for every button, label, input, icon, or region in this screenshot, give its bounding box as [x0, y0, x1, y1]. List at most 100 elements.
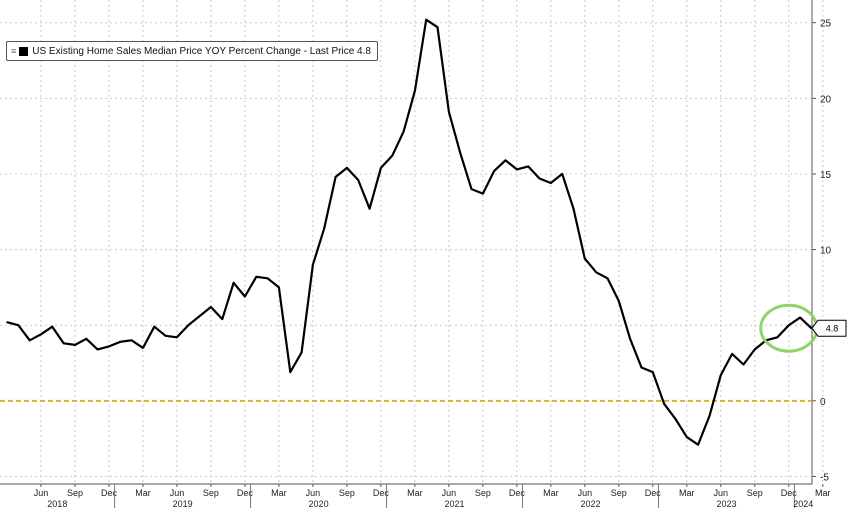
data-point	[17, 324, 20, 326]
data-point	[697, 443, 699, 446]
data-point	[618, 300, 620, 302]
legend: ≡ US Existing Home Sales Median Price YO…	[6, 41, 378, 61]
data-point	[244, 295, 246, 298]
data-point	[323, 227, 326, 230]
y-tick-label: 10	[820, 246, 832, 257]
data-point	[391, 154, 394, 157]
data-point	[6, 321, 8, 323]
legend-handle-icon: ≡	[11, 46, 17, 56]
x-tick-label: Mar	[271, 488, 287, 498]
y-tick-label: 25	[820, 19, 832, 30]
series-line	[6, 18, 813, 446]
grid-lines	[0, 0, 824, 485]
year-label: 2018	[47, 499, 67, 509]
data-point	[470, 188, 473, 190]
data-point	[380, 167, 382, 169]
x-tick-label: Sep	[611, 488, 627, 498]
data-point	[255, 275, 258, 278]
data-point	[232, 282, 235, 284]
data-point	[51, 325, 54, 328]
data-point	[504, 159, 507, 162]
data-point	[266, 277, 269, 280]
data-point	[686, 436, 688, 438]
data-point	[130, 339, 133, 342]
data-point	[448, 111, 450, 113]
year-label: 2022	[580, 499, 600, 509]
data-point	[96, 348, 99, 351]
data-point	[538, 177, 541, 180]
y-tick-label: 0	[820, 397, 826, 408]
last-price-marker: 4.8	[811, 319, 847, 337]
data-point	[357, 179, 360, 181]
x-tick-label: Mar	[407, 488, 423, 498]
x-tick-label: Dec	[645, 488, 662, 498]
data-point	[516, 168, 518, 171]
x-tick-label: Sep	[475, 488, 491, 498]
data-point	[606, 277, 609, 280]
data-point	[414, 89, 416, 92]
x-tick-label: Sep	[203, 488, 219, 498]
data-point	[550, 182, 552, 184]
data-point	[198, 315, 201, 317]
last-price-label: 4.8	[826, 324, 839, 334]
data-point	[119, 341, 122, 343]
data-point	[436, 26, 439, 29]
data-point	[787, 324, 790, 326]
data-point	[561, 173, 563, 175]
data-point	[28, 339, 31, 342]
year-label: 2024	[793, 499, 813, 509]
x-tick-label: Dec	[237, 488, 254, 498]
data-point	[595, 271, 597, 274]
x-axis: Jun Sep Dec Mar Jun Sep Dec Mar Jun Sep Dec Mar Jun S…	[34, 484, 831, 509]
data-point	[300, 351, 303, 354]
data-point	[708, 415, 711, 417]
x-tick-label: Dec	[373, 488, 390, 498]
highlight-ellipse	[759, 303, 819, 353]
y-tick-label: 20	[820, 94, 832, 105]
year-label: 2019	[173, 499, 193, 509]
data-point	[753, 348, 756, 351]
data-point	[663, 403, 665, 405]
data-point	[402, 130, 405, 133]
data-point	[652, 371, 654, 373]
data-point	[346, 167, 348, 169]
data-point	[187, 324, 190, 326]
data-point	[74, 344, 76, 346]
x-tick-label: Sep	[339, 488, 355, 498]
data-point	[799, 316, 801, 319]
x-tick-label: Mar	[679, 488, 695, 498]
data-point	[108, 345, 110, 348]
x-tick-label: Jun	[714, 488, 729, 498]
data-point	[719, 374, 722, 376]
x-tick-label: Mar	[135, 488, 151, 498]
data-point	[425, 18, 428, 21]
data-point	[164, 334, 167, 337]
x-tick-label: Mar	[543, 488, 559, 498]
year-label: 2020	[309, 499, 329, 509]
year-label: 2023	[716, 499, 736, 509]
x-tick-label: Sep	[67, 488, 83, 498]
x-tick-label: Jun	[578, 488, 593, 498]
data-point	[368, 207, 371, 210]
data-point	[176, 336, 178, 339]
legend-swatch	[19, 46, 29, 56]
data-point	[142, 347, 144, 349]
x-tick-label: Jun	[170, 488, 185, 498]
data-point	[289, 371, 292, 373]
x-tick-label: Dec	[781, 488, 798, 498]
series-path	[6, 18, 813, 446]
last-price-badge	[811, 319, 847, 337]
data-point	[584, 257, 586, 260]
legend-text: US Existing Home Sales Median Price YOY …	[32, 45, 371, 57]
data-point	[334, 176, 337, 178]
y-tick-label: 15	[820, 170, 832, 181]
data-point	[742, 363, 745, 366]
data-point	[493, 170, 495, 172]
data-point	[572, 207, 575, 210]
data-point	[731, 353, 733, 355]
data-point	[459, 151, 462, 154]
x-tick-label: Dec	[509, 488, 526, 498]
data-point	[482, 192, 484, 195]
x-tick-label: Dec	[101, 488, 118, 498]
